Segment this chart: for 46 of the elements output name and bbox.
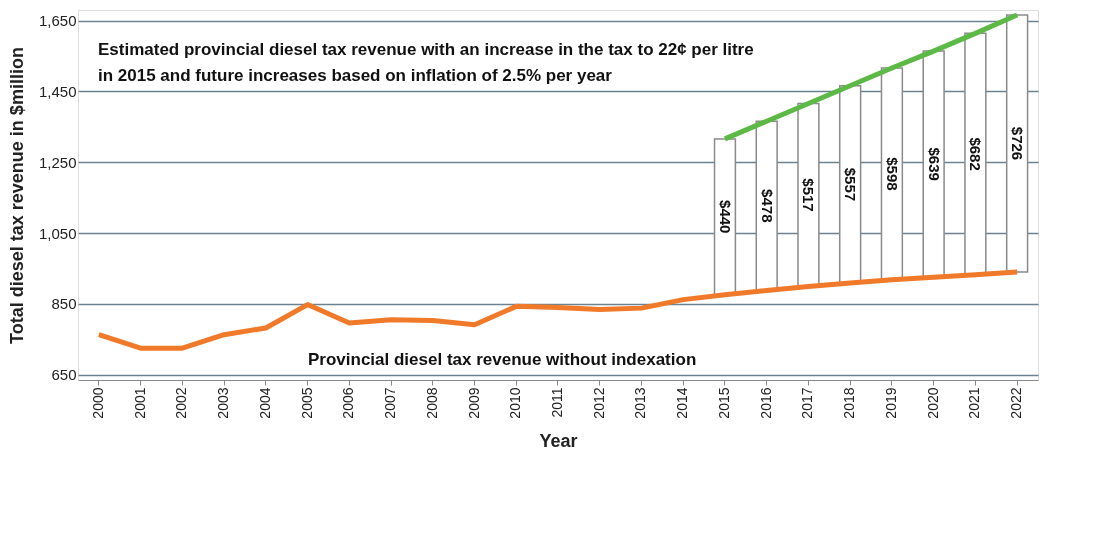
bar [964,32,987,276]
data-label: $726 [1009,126,1027,161]
x-tick-label: 2011 [549,387,565,418]
x-tick-label: 2005 [298,387,315,419]
x-tick-label: 2012 [590,387,607,419]
x-tick-label: 2000 [89,387,106,419]
x-tick-label: 2021 [966,387,983,419]
x-tick-label: 2020 [924,387,941,419]
x-tick-label: 2013 [632,387,649,419]
bar [797,102,820,288]
x-tick-label: 2014 [674,387,691,419]
y-tick-label: 1,250 [38,153,77,171]
x-tick-label: 2007 [382,387,399,419]
x-tick-label: 2004 [256,387,273,419]
y-tick-label: 1,450 [38,82,77,100]
x-tick-label: 2015 [715,387,732,419]
bar [880,67,904,281]
x-tick-label: 2003 [215,387,232,419]
data-label: $682 [967,137,985,171]
bar [838,85,862,284]
y-axis-title: Total diesel tax revenue in $million [6,47,27,344]
x-tick-label: 2008 [423,387,440,419]
x-tick-label: 2016 [757,387,774,419]
y-tick-label: 1,650 [38,12,77,30]
y-tick-label: 850 [51,295,77,313]
x-tick-label: 2006 [340,387,357,419]
annotation: Estimated provincial diesel tax revenue with an increase in the tax to 22¢ per litre in 2015 and future increases based on inflation of 2.5% per year [98,40,754,85]
x-axis-title: Year [539,430,578,451]
bar [1005,14,1029,273]
x-tick-label: 2019 [882,387,899,419]
x-tick-label: 2010 [507,387,524,419]
x-tick-label: 2009 [465,387,482,419]
x-tick-label: 2018 [841,387,858,419]
x-tick-label: 2022 [1008,387,1025,419]
data-label: $639 [925,147,943,181]
x-tick-label: 2002 [173,387,190,419]
data-label: $557 [842,167,860,202]
x-tick-label: 2001 [131,387,148,419]
data-label: $440 [716,200,734,234]
data-label: $478 [758,189,776,223]
data-label: $517 [800,178,818,212]
y-tick-label: 650 [51,366,77,384]
x-tick-label: 2017 [799,387,816,419]
data-label: $598 [883,157,901,191]
y-tick-label: 1,050 [38,224,77,242]
annotation: Provincial diesel tax revenue without indexation [308,350,697,369]
